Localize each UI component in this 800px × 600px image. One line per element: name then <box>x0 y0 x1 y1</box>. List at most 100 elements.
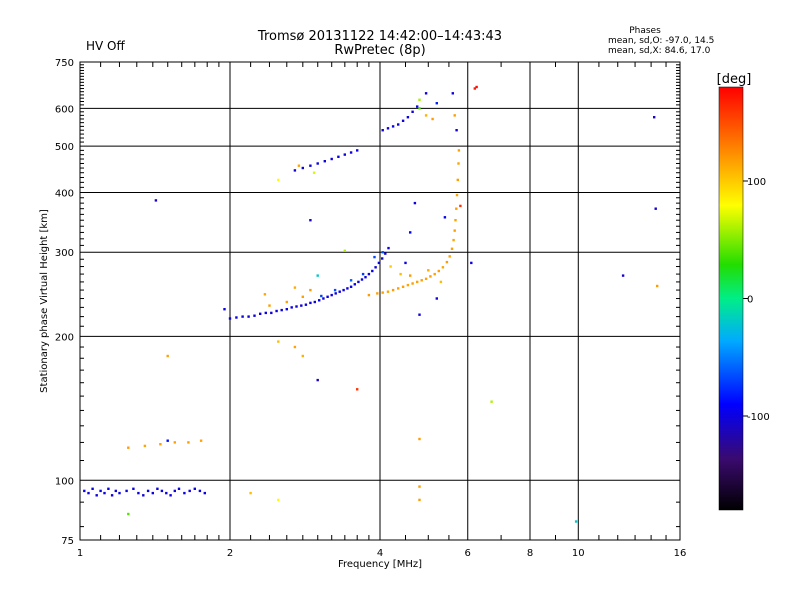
data-point <box>411 110 414 113</box>
x-tick-label: 8 <box>527 548 533 559</box>
data-point <box>330 157 333 161</box>
data-point <box>304 303 308 306</box>
data-point <box>457 162 460 165</box>
data-point <box>381 129 384 132</box>
data-point <box>118 491 121 495</box>
data-point <box>169 494 172 497</box>
data-point <box>143 444 147 448</box>
phases-title: Phases <box>629 26 661 36</box>
data-point <box>455 207 458 210</box>
x-tick-label: 1 <box>77 548 83 559</box>
data-point <box>445 260 449 264</box>
data-point <box>125 489 128 493</box>
data-point <box>346 287 349 290</box>
data-point <box>151 491 154 495</box>
data-point <box>277 498 280 502</box>
data-point <box>349 285 353 288</box>
data-point <box>409 231 412 234</box>
data-point <box>173 441 176 444</box>
data-point <box>416 280 419 284</box>
data-point <box>193 487 196 490</box>
data-point <box>439 280 443 284</box>
data-point <box>320 294 323 298</box>
data-point <box>416 105 419 108</box>
data-point <box>356 149 359 152</box>
y-tick-label: 500 <box>55 142 74 153</box>
data-point <box>349 151 353 154</box>
colorbar-tick-label: -100 <box>747 412 770 423</box>
data-point <box>127 512 130 516</box>
data-point <box>435 102 438 105</box>
data-point <box>376 292 379 295</box>
data-point <box>154 199 158 202</box>
plot-grid <box>80 62 680 540</box>
data-point <box>91 487 94 490</box>
data-point <box>397 123 400 126</box>
colorbar-ticks: 100 0 -100 <box>743 177 770 423</box>
data-point <box>165 491 168 495</box>
data-point <box>384 252 387 255</box>
data-point <box>333 288 337 292</box>
data-point <box>401 285 405 288</box>
data-point <box>441 266 445 269</box>
data-point <box>312 171 316 174</box>
data-point <box>418 98 421 101</box>
x-tick-label: 4 <box>377 548 383 559</box>
x-tick-label: 16 <box>674 548 687 559</box>
data-point <box>188 489 191 493</box>
data-point <box>656 284 659 288</box>
data-point <box>475 85 478 89</box>
data-point <box>264 311 267 315</box>
data-point <box>377 261 381 265</box>
data-point <box>330 293 333 297</box>
data-point <box>159 443 162 446</box>
data-point <box>114 489 117 493</box>
chart-title: Tromsø 20131122 14:42:00–14:43:43 <box>257 29 502 44</box>
data-point <box>574 520 578 523</box>
data-point <box>429 275 432 278</box>
data-point <box>318 299 321 302</box>
data-point <box>166 354 169 358</box>
data-point <box>371 269 374 273</box>
data-point <box>295 305 298 308</box>
data-point <box>223 308 226 311</box>
data-point <box>127 446 130 449</box>
data-point <box>343 249 346 252</box>
data-point <box>418 485 421 488</box>
data-point <box>418 437 421 441</box>
data-point <box>418 498 421 502</box>
data-point <box>404 261 407 265</box>
data-point <box>316 378 319 382</box>
data-point <box>397 287 400 290</box>
phases-x-stats: mean, sd,X: 84.6, 17.0 <box>608 46 711 56</box>
data-point <box>381 251 384 254</box>
data-point <box>364 276 367 279</box>
colorbar-tick-label: 100 <box>747 177 766 188</box>
data-point <box>373 255 376 259</box>
data-point <box>431 117 434 121</box>
data-point <box>367 272 371 276</box>
y-tick-label: 400 <box>55 188 74 199</box>
data-point <box>249 491 252 495</box>
data-point <box>452 238 455 242</box>
data-point <box>457 149 461 152</box>
data-point <box>235 316 238 319</box>
data-point <box>183 491 186 495</box>
data-point <box>132 487 135 490</box>
data-point <box>443 216 447 219</box>
data-point <box>456 178 459 182</box>
data-point <box>490 400 493 403</box>
data-point <box>301 354 304 358</box>
data-point <box>285 308 288 311</box>
data-point <box>409 274 412 277</box>
chart-subtitle: RwPretec (8p) <box>334 43 425 58</box>
data-point <box>99 489 102 493</box>
data-point <box>389 265 392 268</box>
data-point <box>342 288 345 292</box>
data-point <box>433 272 436 276</box>
x-axis-label: Frequency [MHz] <box>338 559 422 570</box>
data-point <box>448 255 451 258</box>
data-point <box>95 494 98 497</box>
x-tick-label: 2 <box>227 548 233 559</box>
x-tick-label: 10 <box>572 548 585 559</box>
